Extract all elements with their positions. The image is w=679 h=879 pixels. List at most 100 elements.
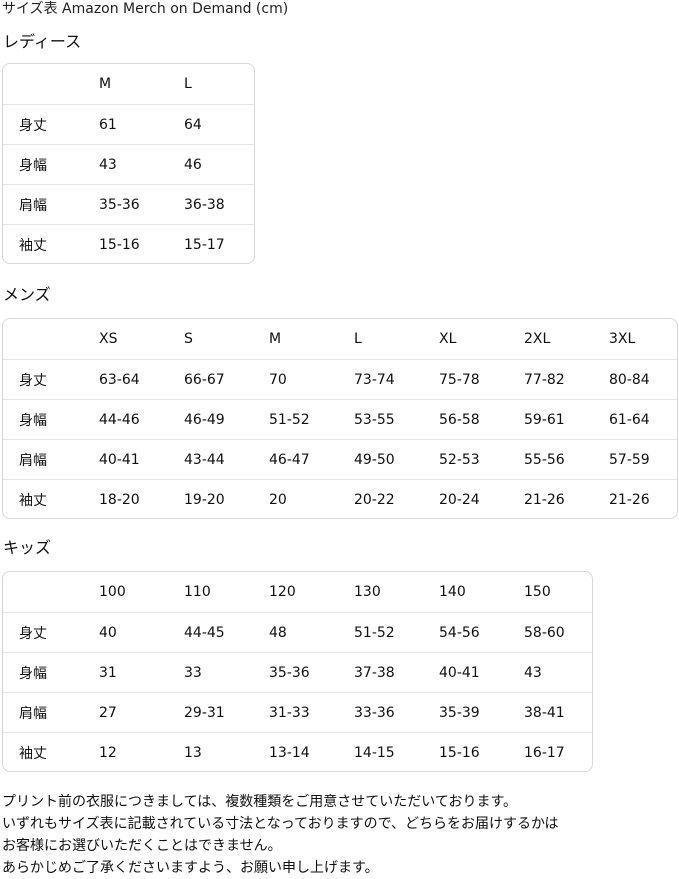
- table-cell: 63-64: [99, 371, 140, 388]
- table-row: 身丈 61 64: [3, 104, 254, 144]
- table-cell: 40-41: [439, 664, 480, 681]
- size-table-ladies: M L 身丈 61 64 身幅 43 46 肩幅 35-36 36-38 袖丈 15-16 15-17: [2, 63, 255, 264]
- table-cell: 18-20: [99, 491, 140, 508]
- column-header: 3XL: [609, 331, 636, 347]
- table-cell: 61-64: [609, 411, 650, 428]
- row-label: 肩幅: [19, 452, 47, 469]
- table-cell: 20-24: [439, 491, 480, 508]
- table-cell: 46: [184, 156, 202, 173]
- row-label: 袖丈: [19, 745, 47, 762]
- column-header: 120: [269, 584, 296, 600]
- column-header: 2XL: [524, 331, 551, 347]
- table-row: 身幅 31 33 35-36 37-38 40-41 43: [3, 652, 592, 692]
- table-cell: 19-20: [184, 491, 225, 508]
- table-cell: 75-78: [439, 371, 480, 388]
- table-cell: 31: [99, 664, 117, 681]
- table-cell: 61: [99, 116, 117, 133]
- table-cell: 20: [269, 491, 287, 508]
- table-cell: 15-16: [439, 744, 480, 761]
- section-title-kids: キッズ: [3, 538, 52, 557]
- row-label: 肩幅: [19, 197, 47, 214]
- table-cell: 38-41: [524, 704, 565, 721]
- table-cell: 80-84: [609, 371, 650, 388]
- table-cell: 13: [184, 744, 202, 761]
- table-cell: 44-45: [184, 624, 225, 641]
- table-cell: 70: [269, 371, 287, 388]
- note-line: お客様にお選びいただくことはできません。: [2, 838, 282, 854]
- table-cell: 40: [99, 624, 117, 641]
- row-label: 身幅: [19, 157, 47, 174]
- size-table-kids: 100 110 120 130 140 150 身丈 40 44-45 48 51-52 54-56 5…: [2, 571, 593, 772]
- table-cell: 33: [184, 664, 202, 681]
- table-row: 袖丈 18-20 19-20 20 20-22 20-24 21-26 21-26: [3, 479, 677, 518]
- table-cell: 46-47: [269, 451, 310, 468]
- header-row: XS S M L XL 2XL 3XL: [3, 319, 677, 359]
- table-cell: 36-38: [184, 196, 225, 213]
- table-cell: 35-39: [439, 704, 480, 721]
- row-label: 袖丈: [19, 492, 47, 509]
- table-cell: 64: [184, 116, 202, 133]
- table-row: 身幅 43 46: [3, 144, 254, 184]
- table-cell: 21-26: [609, 491, 650, 508]
- table-row: 肩幅 40-41 43-44 46-47 49-50 52-53 55-56 57-59: [3, 439, 677, 479]
- note-line: あらかじめご了承くださいますよう、お願い申し上げます。: [2, 860, 379, 876]
- table-row: 身幅 44-46 46-49 51-52 53-55 56-58 59-61 61-64: [3, 399, 677, 439]
- table-cell: 37-38: [354, 664, 395, 681]
- table-cell: 43: [99, 156, 117, 173]
- page-title: サイズ表 Amazon Merch on Demand (cm): [2, 1, 289, 17]
- column-header: S: [184, 331, 193, 347]
- table-cell: 40-41: [99, 451, 140, 468]
- table-cell: 54-56: [439, 624, 480, 641]
- table-cell: 73-74: [354, 371, 395, 388]
- table-cell: 12: [99, 744, 117, 761]
- row-label: 身丈: [19, 625, 47, 642]
- table-cell: 29-31: [184, 704, 225, 721]
- table-cell: 51-52: [354, 624, 395, 641]
- table-cell: 13-14: [269, 744, 310, 761]
- table-cell: 53-55: [354, 411, 395, 428]
- table-cell: 57-59: [609, 451, 650, 468]
- table-cell: 44-46: [99, 411, 140, 428]
- column-header: 100: [99, 584, 126, 600]
- note-line: プリント前の衣服につきましては、複数種類をご用意させていただいております。: [2, 794, 518, 810]
- table-cell: 55-56: [524, 451, 565, 468]
- table-cell: 21-26: [524, 491, 565, 508]
- column-header: M: [99, 76, 112, 92]
- header-row: 100 110 120 130 140 150: [3, 572, 592, 612]
- table-cell: 33-36: [354, 704, 395, 721]
- row-label: 身丈: [19, 117, 47, 134]
- table-cell: 20-22: [354, 491, 395, 508]
- table-cell: 77-82: [524, 371, 565, 388]
- table-cell: 43: [524, 664, 542, 681]
- table-cell: 46-49: [184, 411, 225, 428]
- column-header: XS: [99, 331, 118, 347]
- table-row: 身丈 40 44-45 48 51-52 54-56 58-60: [3, 612, 592, 652]
- table-cell: 14-15: [354, 744, 395, 761]
- section-title-ladies: レディース: [3, 32, 82, 51]
- column-header: 130: [354, 584, 381, 600]
- table-cell: 35-36: [269, 664, 310, 681]
- table-row: 肩幅 27 29-31 31-33 33-36 35-39 38-41: [3, 692, 592, 732]
- column-header: L: [184, 76, 192, 92]
- column-header: L: [354, 331, 362, 347]
- table-cell: 59-61: [524, 411, 565, 428]
- notes: プリント前の衣服につきましては、複数種類をご用意させていただいております。 いず…: [2, 791, 559, 879]
- column-header: 110: [184, 584, 211, 600]
- table-cell: 43-44: [184, 451, 225, 468]
- row-label: 身丈: [19, 372, 47, 389]
- column-header: 150: [524, 584, 551, 600]
- table-cell: 58-60: [524, 624, 565, 641]
- table-row: 肩幅 35-36 36-38: [3, 184, 254, 224]
- row-label: 肩幅: [19, 705, 47, 722]
- table-cell: 56-58: [439, 411, 480, 428]
- row-label: 身幅: [19, 665, 47, 682]
- column-header: 140: [439, 584, 466, 600]
- size-table-mens: XS S M L XL 2XL 3XL 身丈 63-64 66-67 70 73-74 75-78 77-…: [2, 318, 678, 519]
- column-header: XL: [439, 331, 457, 347]
- table-cell: 66-67: [184, 371, 225, 388]
- column-header: M: [269, 331, 282, 347]
- table-cell: 31-33: [269, 704, 310, 721]
- table-row: 袖丈 12 13 13-14 14-15 15-16 16-17: [3, 732, 592, 771]
- table-cell: 48: [269, 624, 287, 641]
- note-line: いずれもサイズ表に記載されている寸法となっておりますので、どちらをお届けするかは: [2, 816, 559, 832]
